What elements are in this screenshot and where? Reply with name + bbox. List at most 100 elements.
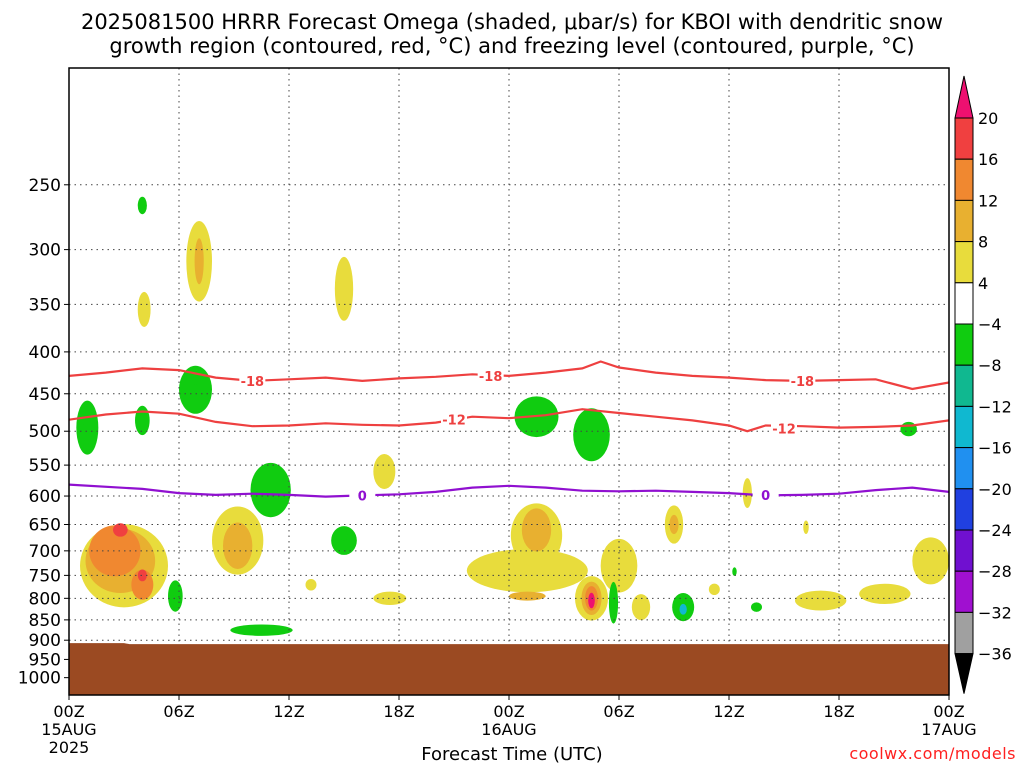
colorbar-label: −24 [978,521,1012,540]
y-tick-label: 700 [29,542,61,562]
omega-region [131,569,154,600]
colorbar-min-arrow [954,653,974,694]
contour-label: -18 [479,370,503,385]
omega-region [137,569,147,582]
contour-label: 0 [761,489,770,504]
omega-region [230,624,293,636]
omega-region [137,196,147,215]
omega-region [113,523,128,537]
omega-region [600,538,638,593]
colorbar-band [954,117,974,160]
y-axis: 2503003504004505005506006507007508008509… [18,176,69,689]
colorbar-max-arrow [954,75,974,119]
colorbar-band [954,282,974,325]
omega-region [795,590,847,611]
terrain [69,643,949,695]
x-tick-label: 12Z [273,702,304,721]
omega-region [679,603,687,615]
omega-region [305,578,317,591]
colorbar-label: −16 [978,439,1012,458]
omega-region [250,462,291,518]
colorbar-label: 16 [978,150,998,169]
contour-label: -18 [241,375,265,390]
colorbar: 20 16 12 8 4 −4 −8 −12 −16 −20 −24 −28 −32 −36 [954,75,1012,694]
x-tick-label: 12Z [713,702,744,721]
omega-region [912,537,949,585]
colorbar-band [954,323,974,366]
x-tick-label: 00Z [933,702,964,721]
contour-label-bg [441,411,467,427]
colorbar-label: 4 [978,274,988,293]
contour-line [69,483,949,498]
contours: -18 -18 -18 -12 -12 0 0 [69,360,949,504]
terrain-fill [69,643,949,695]
colorbar-band [954,529,974,572]
omega-region [521,508,552,552]
colorbar-label: −28 [978,562,1012,581]
omega-region [611,592,616,609]
colorbar-label: −12 [978,397,1012,416]
colorbar-label: 20 [978,109,998,128]
colorbar-band [954,611,974,655]
omega-region [373,454,396,489]
colorbar-label: −8 [978,356,1002,375]
site-credit[interactable]: coolwx.com/models [849,744,1016,763]
chart-title-line-2: growth region (contoured, red, °C) and f… [109,34,915,58]
y-tick-label: 800 [29,589,61,609]
omega-region [859,583,911,604]
omega-region [900,421,917,437]
x-tick-year-label: 2025 [49,738,90,757]
x-axis-title: Forecast Time (UTC) [421,744,603,765]
colorbar-label: −20 [978,480,1012,499]
colorbar-band [954,488,974,531]
omega-region [190,384,201,412]
y-tick-label: 1000 [18,669,61,689]
omega-region [172,589,179,603]
y-tick-label: 500 [29,422,61,442]
contour-label-bg [752,486,779,502]
contour-label: 0 [358,489,367,504]
omega-region [89,525,141,577]
contour-label: -12 [772,422,796,437]
omega-region [573,408,610,462]
colorbar-band [954,405,974,449]
colorbar-band [954,158,974,201]
x-tick-label: 06Z [163,702,194,721]
y-tick-label: 600 [29,487,61,507]
y-tick-label: 750 [29,566,61,586]
omega-region [137,291,151,327]
y-tick-label: 400 [29,343,61,363]
contour-label: -12 [442,414,466,429]
omega-region [334,256,354,321]
omega-region [751,602,762,612]
omega-region [708,583,720,596]
contour-label-bg [477,367,504,383]
omega-region [803,520,809,535]
x-tick-label: 18Z [823,702,854,721]
omega-region [466,548,588,593]
y-tick-label: 650 [29,515,61,535]
omega-region [742,478,752,509]
omega-region [508,591,546,601]
omega-region [194,238,204,285]
colorbar-band [954,364,974,407]
omega-shading [76,196,949,636]
colorbar-band [954,447,974,490]
contour-label-bg [771,420,797,436]
x-tick-date-label: 17AUG [921,720,976,739]
contour-label-bg [349,487,376,503]
omega-region [250,630,266,636]
x-tick-date-label: 15AUG [41,720,96,739]
omega-region [732,567,737,576]
y-tick-label: 450 [29,385,61,405]
omega-region [631,594,651,621]
x-tick-date-label: 16AUG [481,720,536,739]
omega-region [373,591,407,605]
colorbar-label: −36 [978,645,1012,664]
x-tick-label: 00Z [53,702,84,721]
chart-title-line-1: 2025081500 HRRR Forecast Omega (shaded, … [80,10,944,34]
colorbar-label: 8 [978,233,988,252]
x-tick-label: 18Z [383,702,414,721]
